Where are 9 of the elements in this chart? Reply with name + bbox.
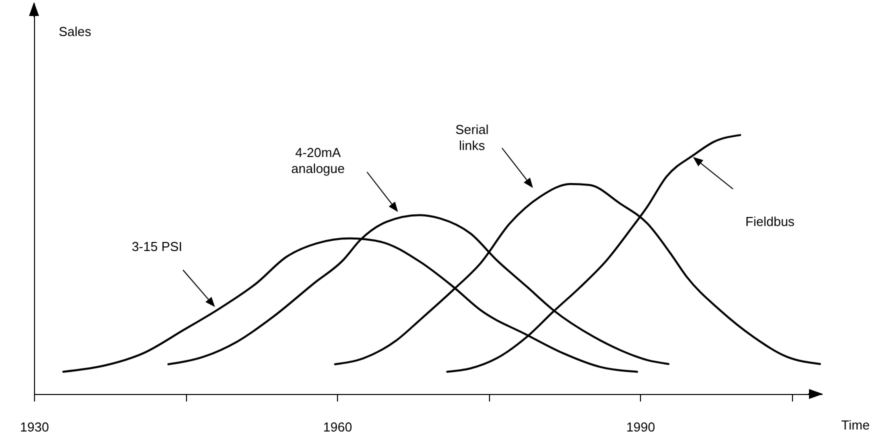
x-tick-label: 1960 [323, 420, 352, 434]
annotation: Serial links [455, 122, 489, 154]
annotation: 3-15 PSI [132, 239, 182, 254]
x-tick-label: 1930 [20, 420, 49, 434]
annotation: 4-20mA analogue [291, 145, 345, 176]
text: Sales [58, 24, 92, 40]
x-tick-label: 1990 [626, 420, 656, 434]
x-axis-title: Time [841, 418, 870, 432]
annotation: Fieldbus [745, 214, 796, 230]
